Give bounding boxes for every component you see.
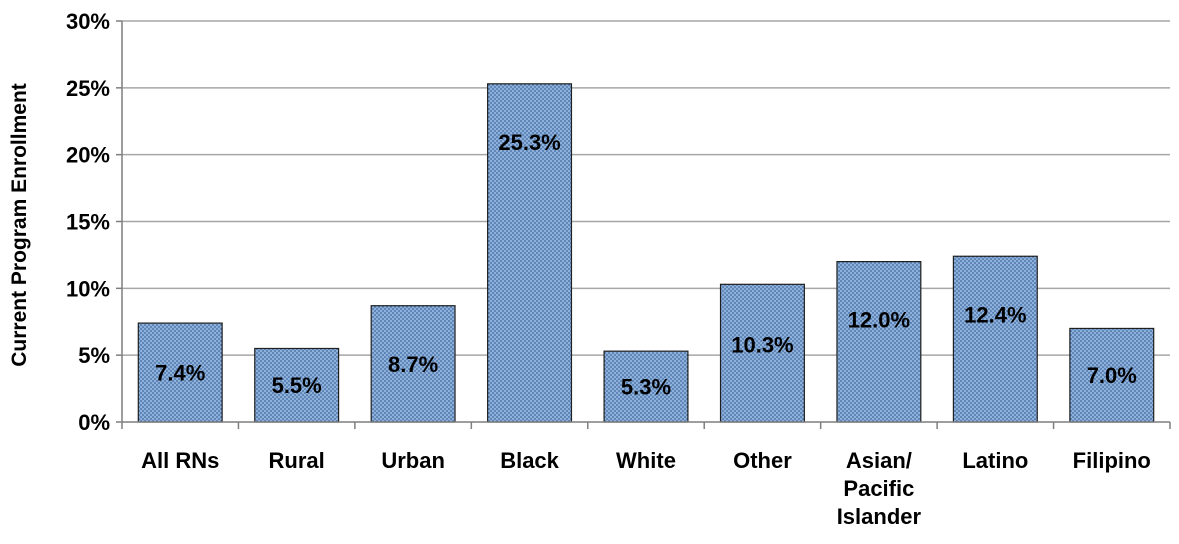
y-tick-label: 25%	[66, 76, 110, 101]
bar	[370, 305, 456, 423]
bar	[952, 255, 1038, 423]
y-tick-label: 15%	[66, 210, 110, 235]
data-label: 8.7%	[388, 352, 438, 377]
category-label-line: Black	[500, 448, 559, 473]
bar	[1069, 327, 1155, 423]
category-label: White	[616, 448, 676, 473]
category-label: Asian/Pacific Islander	[837, 448, 922, 529]
bars	[137, 83, 1155, 423]
category-label: Black	[500, 448, 559, 473]
y-tick-label: 0%	[78, 410, 110, 435]
category-label-line: Asian/	[846, 448, 912, 473]
category-label-line: White	[616, 448, 676, 473]
category-label-line: Latino	[962, 448, 1028, 473]
category-label-line: Islander	[837, 504, 922, 529]
data-label: 7.0%	[1087, 363, 1137, 388]
data-label: 7.4%	[155, 361, 205, 386]
y-axis-title: Current Program Enrollment	[8, 83, 31, 367]
bar	[487, 83, 573, 423]
category-label-line: Rural	[269, 448, 325, 473]
y-tick-label: 30%	[66, 9, 110, 34]
data-label: 25.3%	[498, 130, 560, 155]
category-label: Rural	[269, 448, 325, 473]
category-label: Urban	[381, 448, 445, 473]
data-label: 10.3%	[731, 332, 793, 357]
data-label: 5.3%	[621, 375, 671, 400]
category-label-line: Other	[733, 448, 792, 473]
y-tick-label: 10%	[66, 276, 110, 301]
category-label-line: All RNs	[141, 448, 219, 473]
data-label: 12.4%	[964, 302, 1026, 327]
category-label: Other	[733, 448, 792, 473]
bar	[719, 283, 805, 423]
data-label: 12.0%	[848, 308, 910, 333]
y-tick-label: 20%	[66, 143, 110, 168]
bar	[603, 350, 689, 423]
axes	[116, 20, 1171, 429]
category-label-line: Pacific	[843, 476, 914, 501]
bar	[836, 261, 922, 423]
category-label: Filipino	[1073, 448, 1151, 473]
data-label: 5.5%	[272, 373, 322, 398]
category-label-line: Urban	[381, 448, 445, 473]
y-tick-label: 5%	[78, 343, 110, 368]
category-label: Latino	[962, 448, 1028, 473]
bar	[254, 347, 340, 423]
category-label: All RNs	[141, 448, 219, 473]
labels: 0% 5% 10% 15% 20% 25% 30% 7.4% All RNs 5.5% Rural 8…	[66, 9, 1151, 529]
category-label-line: Filipino	[1073, 448, 1151, 473]
